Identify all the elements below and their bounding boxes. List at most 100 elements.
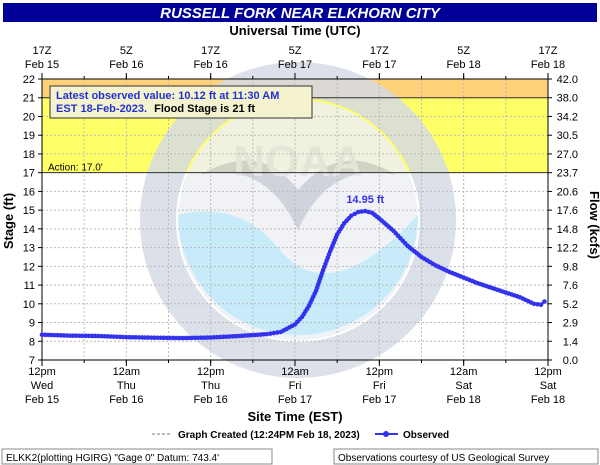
left-axis-tick-label: 19 [23, 130, 35, 142]
action-stage-label: Action: 17.0' [48, 163, 103, 174]
bottom-axis-tick-label: Feb 17 [362, 394, 396, 406]
bottom-axis-title: Site Time (EST) [247, 409, 342, 424]
station-info: ELKK2(plotting HGIRG) "Gage 0" Datum: 74… [6, 453, 219, 464]
left-axis-tick-label: 16 [23, 186, 35, 198]
left-axis-tick-label: 12 [23, 261, 35, 273]
observed-point [271, 330, 277, 336]
observed-point [275, 330, 280, 335]
top-axis-tick-label: 5Z [289, 45, 302, 57]
left-axis-tick-label: 20 [23, 111, 35, 123]
left-axis-tick-label: 9 [29, 318, 35, 330]
left-axis-tick-label: 17 [23, 168, 35, 180]
left-axis-title: Stage (ft) [1, 193, 16, 249]
right-axis-title: Flow (kcfs) [587, 191, 600, 259]
observed-point [362, 208, 368, 214]
right-axis-tick-label: 20.6 [557, 186, 578, 198]
left-axis-tick-label: 14 [23, 224, 35, 236]
bottom-axis-tick-label: Feb 15 [25, 394, 59, 406]
observed-point [359, 209, 365, 214]
bottom-axis-tick-label: 12pm [197, 366, 225, 378]
right-axis-tick-label: 7.6 [563, 280, 578, 292]
bottom-axis-tick-label: Feb 18 [531, 394, 565, 406]
right-axis-tick-label: 23.7 [557, 168, 578, 180]
observed-point [355, 209, 361, 215]
credit-box [333, 448, 599, 465]
left-axis-tick-label: 13 [23, 243, 35, 255]
top-axis-tick-label: 17Z [370, 45, 389, 57]
right-axis-tick-label: 27.0 [557, 149, 578, 161]
top-axis-tick-label: 5Z [457, 45, 470, 57]
latest-value-box [49, 85, 313, 119]
peak-label: 14.95 ft [346, 194, 384, 206]
left-axis-tick-label: 15 [23, 205, 35, 217]
top-axis-tick-label: Feb 16 [109, 59, 143, 71]
top-axis-title: Universal Time (UTC) [229, 23, 360, 38]
right-axis-tick-label: 17.6 [557, 205, 578, 217]
title-bar [3, 3, 597, 22]
noaa-logo-bird [200, 160, 396, 230]
observed-point [366, 209, 372, 215]
top-axis-tick-label: 17Z [539, 45, 558, 57]
bottom-axis-tick-label: Fri [373, 380, 386, 392]
left-axis-tick-label: 22 [23, 74, 35, 86]
bottom-axis-tick-label: 12pm [28, 366, 56, 378]
bottom-axis-tick-label: Feb 16 [109, 394, 143, 406]
right-axis-tick-label: 30.5 [557, 130, 578, 142]
left-axis-tick-label: 11 [24, 280, 35, 292]
right-axis-tick-label: 0.0 [563, 355, 578, 367]
chart-title: RUSSELL FORK NEAR ELKHORN CITY [160, 5, 442, 22]
right-axis-tick-label: 14.8 [557, 224, 578, 236]
bottom-axis-tick-label: 12am [450, 366, 478, 378]
bottom-axis-tick-label: Sat [540, 380, 557, 392]
top-axis-tick-label: Feb 17 [362, 59, 396, 71]
left-axis-tick-label: 10 [23, 299, 35, 311]
observed-point [542, 299, 547, 304]
bottom-axis-tick-label: Thu [201, 380, 220, 392]
legend-graph-created: Graph Created (12:24PM Feb 18, 2023) [178, 430, 360, 441]
noaa-logo-text: NOAA [233, 137, 363, 186]
flood-stage-note: Flood Stage is 21 ft [154, 103, 255, 115]
right-axis-tick-label: 38.0 [557, 93, 578, 105]
top-axis-tick-label: Feb 18 [447, 59, 481, 71]
observed-point [538, 302, 544, 308]
latest-value-date: EST 18-Feb-2023. [56, 103, 147, 115]
bottom-axis-tick-label: Feb 18 [447, 394, 481, 406]
bottom-axis-tick-label: 12pm [366, 366, 394, 378]
legend-observed-marker [383, 431, 389, 437]
bottom-axis-tick-label: Thu [117, 380, 136, 392]
bottom-axis-tick-label: Fri [289, 380, 302, 392]
observed-point [348, 213, 354, 219]
left-axis-tick-label: 18 [23, 149, 35, 161]
right-axis-tick-label: 34.2 [557, 111, 578, 123]
station-info-box [1, 448, 273, 465]
credit: Observations courtesy of US Geological S… [338, 453, 549, 464]
right-axis-tick-label: 2.9 [563, 318, 578, 330]
left-axis-tick-label: 7 [29, 355, 35, 367]
bottom-axis-tick-label: Feb 17 [278, 394, 312, 406]
bottom-axis-tick-label: Feb 16 [194, 394, 228, 406]
left-axis-tick-label: 21 [23, 93, 35, 105]
bottom-axis-tick-label: 12am [113, 366, 141, 378]
observed-point [531, 301, 537, 307]
top-axis-tick-label: Feb 17 [278, 59, 312, 71]
top-axis-tick-label: 17Z [33, 45, 52, 57]
observed-point [535, 301, 540, 307]
bottom-axis-tick-label: 12am [281, 366, 309, 378]
top-axis-tick-label: Feb 18 [531, 59, 565, 71]
latest-value-line1: Latest observed value: 10.12 ft at 11:30… [56, 90, 279, 102]
observed-point [352, 211, 358, 217]
observed-point [268, 331, 273, 336]
right-axis-tick-label: 1.4 [563, 336, 578, 348]
top-axis-tick-label: 17Z [201, 45, 220, 57]
top-axis-tick-label: 5Z [120, 45, 133, 57]
legend-observed: Observed [403, 430, 449, 441]
right-axis-tick-label: 5.2 [563, 299, 578, 311]
right-axis-tick-label: 9.8 [563, 261, 578, 273]
latest-value-line2: EST 18-Feb-2023. Flood Stage is 21 ft [56, 103, 255, 115]
bottom-axis-tick-label: Wed [31, 380, 53, 392]
right-axis-tick-label: 12.2 [557, 243, 578, 255]
right-axis-tick-label: 42.0 [557, 74, 578, 86]
top-axis-tick-label: Feb 16 [194, 59, 228, 71]
top-axis-tick-label: Feb 15 [25, 59, 59, 71]
